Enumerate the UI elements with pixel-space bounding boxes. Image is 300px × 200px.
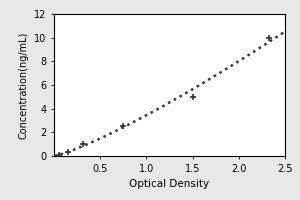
Y-axis label: Concentration(ng/mL): Concentration(ng/mL) bbox=[18, 31, 28, 139]
X-axis label: Optical Density: Optical Density bbox=[129, 179, 210, 189]
